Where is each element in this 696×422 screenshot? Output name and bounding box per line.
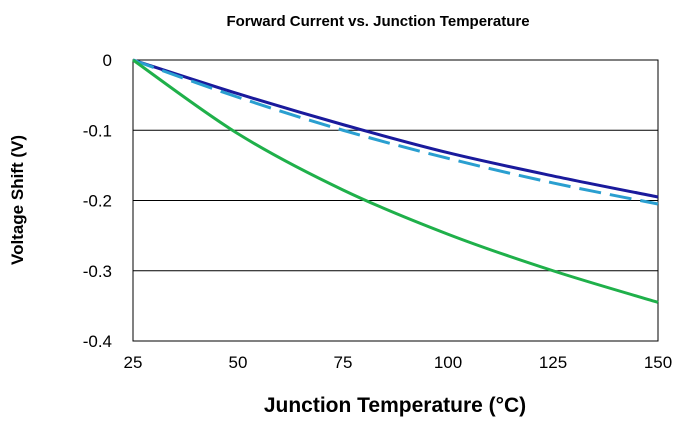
y-tick-label: -0.4	[83, 332, 112, 351]
series-line-3	[132, 58, 659, 304]
series-line-1	[132, 58, 659, 199]
y-tick-label: -0.2	[83, 192, 112, 211]
x-tick-label: 150	[644, 353, 672, 372]
axis-ticks: 0 -0.1 -0.2 -0.3 -0.4 25 50 75 100 125 150	[83, 51, 672, 372]
series-line-2	[132, 58, 659, 206]
chart-title: Forward Current vs. Junction Temperature	[226, 13, 529, 30]
x-tick-label: 50	[229, 353, 248, 372]
y-axis-label: Voltage Shift (V)	[8, 135, 27, 265]
series-lines	[132, 58, 659, 304]
y-tick-label: -0.1	[83, 121, 112, 140]
x-tick-label: 25	[124, 353, 143, 372]
y-tick-label: -0.3	[83, 262, 112, 281]
x-tick-label: 75	[334, 353, 353, 372]
x-tick-label: 100	[434, 353, 462, 372]
x-axis-label: Junction Temperature (°C)	[264, 394, 526, 417]
grid-lines	[133, 129, 658, 272]
plot-area-border	[132, 59, 659, 342]
y-tick-label: 0	[103, 51, 112, 70]
x-tick-label: 125	[539, 353, 567, 372]
